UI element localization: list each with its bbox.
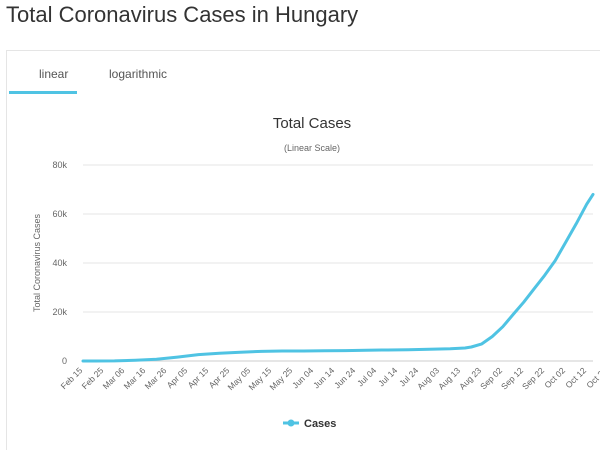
x-tick-label: May 25 [268, 365, 295, 392]
x-tick-label: Mar 06 [101, 365, 127, 391]
series-layer [81, 192, 595, 363]
tab-logarithmic[interactable]: logarithmic [109, 67, 168, 81]
legend[interactable]: Cases [283, 418, 336, 430]
legend-point-marker [287, 419, 295, 427]
x-tick-label: Apr 05 [165, 365, 190, 390]
x-tick-label: Sep 12 [499, 365, 525, 391]
x-tick-label: Mar 26 [143, 365, 169, 391]
x-tick-label: Oct 02 [542, 365, 567, 390]
grid-lines [83, 164, 593, 362]
y-tick-label: 40k [52, 258, 67, 268]
x-tick-label: Mar 16 [122, 365, 148, 391]
x-tick-label: Jul 14 [376, 365, 399, 388]
y-tick-label: 60k [52, 209, 67, 219]
series-line-cases [81, 192, 595, 363]
chart-subtitle: (Linear Scale) [284, 143, 340, 153]
x-tick-label: Sep 02 [478, 365, 504, 391]
line-chart: Total Cases (Linear Scale) Total Coronav… [32, 115, 600, 430]
y-tick-label: 0 [62, 356, 67, 366]
legend-label-cases: Cases [304, 418, 336, 430]
chart-title: Total Cases [273, 115, 351, 132]
active-tab-indicator [9, 91, 77, 94]
x-tick-label: Feb 25 [80, 365, 106, 391]
x-tick-label: Oct 12 [563, 365, 588, 390]
y-tick-labels: 0 20k 40k 60k 80k [52, 160, 67, 366]
x-tick-label: Aug 13 [436, 365, 462, 391]
x-tick-label: Feb 15 [59, 365, 85, 391]
y-axis-label: Total Coronavirus Cases [32, 213, 42, 312]
x-tick-label: Sep 22 [520, 365, 546, 391]
x-tick-label: Jun 14 [311, 365, 336, 390]
x-tick-label: Jun 04 [290, 365, 315, 390]
y-tick-label: 20k [52, 307, 67, 317]
x-tick-label: Jul 04 [355, 365, 378, 388]
chart-panel: linear logarithmic Total Cases (Linear S… [6, 50, 600, 450]
tab-linear[interactable]: linear [39, 67, 69, 81]
x-tick-label: Aug 03 [415, 365, 441, 391]
x-tick-label: Oct 22 [584, 365, 600, 390]
x-tick-label: Apr 15 [186, 365, 211, 390]
x-tick-label: Jun 24 [332, 365, 357, 390]
page-title: Total Coronavirus Cases in Hungary [6, 2, 359, 27]
y-tick-label: 80k [52, 160, 67, 170]
x-tick-label: Aug 23 [457, 365, 483, 391]
